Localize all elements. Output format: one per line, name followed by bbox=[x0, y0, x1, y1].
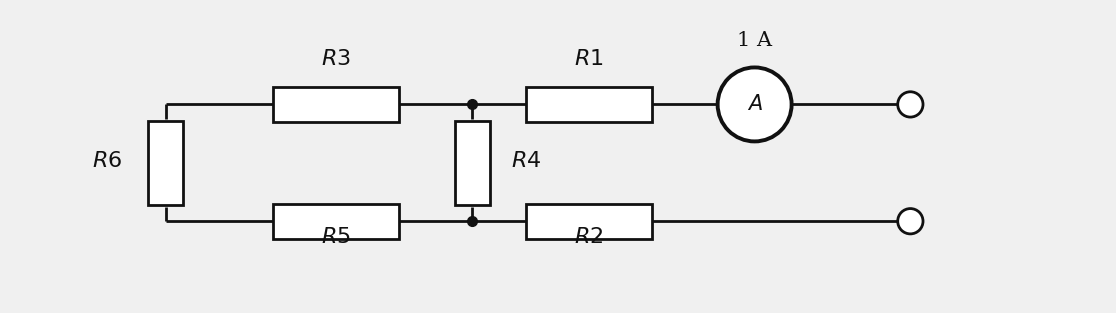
Text: $R5$: $R5$ bbox=[321, 227, 350, 249]
Circle shape bbox=[897, 208, 923, 234]
Text: $R6$: $R6$ bbox=[92, 150, 122, 172]
Circle shape bbox=[718, 67, 791, 141]
Text: $R4$: $R4$ bbox=[511, 150, 541, 172]
Bar bbox=[272, 204, 400, 239]
Text: $R3$: $R3$ bbox=[321, 48, 350, 70]
Bar bbox=[455, 121, 490, 205]
Bar bbox=[272, 87, 400, 122]
Text: 1 A: 1 A bbox=[737, 31, 772, 50]
Bar bbox=[526, 204, 653, 239]
Bar bbox=[526, 87, 653, 122]
Bar bbox=[148, 121, 183, 205]
Text: $R2$: $R2$ bbox=[575, 227, 604, 249]
Text: $R1$: $R1$ bbox=[575, 48, 604, 70]
Circle shape bbox=[897, 92, 923, 117]
Text: $A$: $A$ bbox=[747, 95, 762, 115]
